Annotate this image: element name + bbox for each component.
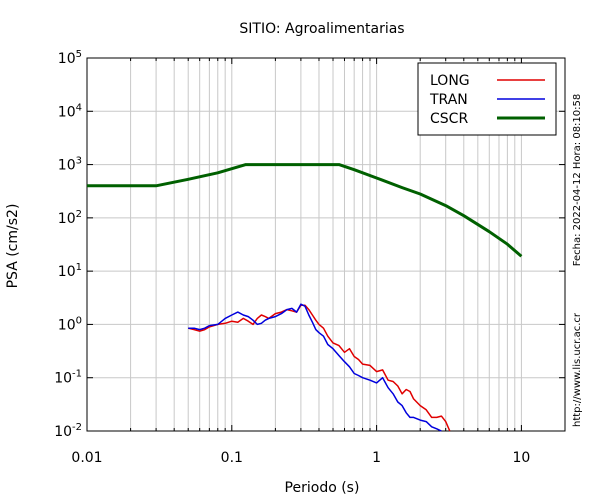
axis-ticks xyxy=(86,57,566,432)
x-axis-label: Periodo (s) xyxy=(285,480,360,496)
plot-frame xyxy=(86,57,566,432)
y-tick-label: 103 xyxy=(58,156,82,174)
x-tick-labels: 0.01 0.1 1 10 xyxy=(71,450,530,466)
website-label: http://www.lis.ucr.ac.cr xyxy=(572,312,583,427)
series-line-long xyxy=(188,304,451,432)
chart-title: SITIO: Agroalimentarias xyxy=(239,21,404,37)
series-line-tran xyxy=(188,303,442,432)
grid xyxy=(86,57,566,432)
x-tick-label: 0.1 xyxy=(221,450,243,466)
timestamp-label: Fecha: 2022-04-12 Hora: 08:10:58 xyxy=(572,94,583,267)
x-tick-label: 1 xyxy=(372,450,381,466)
x-tick-label: 0.01 xyxy=(71,450,102,466)
y-axis-label: PSA (cm/s2) xyxy=(5,204,21,289)
y-tick-label: 105 xyxy=(58,49,82,67)
y-tick-label: 104 xyxy=(58,102,82,120)
y-tick-label: 101 xyxy=(58,262,82,280)
x-tick-label: 10 xyxy=(512,450,530,466)
series-layer xyxy=(87,163,523,432)
y-tick-label: 102 xyxy=(58,209,82,227)
y-tick-labels: 10-2 10-1 100 101 102 103 104 105 xyxy=(54,49,82,440)
y-tick-label: 10-1 xyxy=(54,369,82,387)
legend-label-cscr: CSCR xyxy=(430,111,468,127)
series-line-cscr xyxy=(87,163,523,258)
y-tick-label: 100 xyxy=(58,315,82,333)
legend-label-tran: TRAN xyxy=(429,92,468,108)
legend: LONG TRAN CSCR xyxy=(417,62,557,136)
legend-label-long: LONG xyxy=(430,73,470,89)
y-tick-label: 10-2 xyxy=(54,422,82,440)
